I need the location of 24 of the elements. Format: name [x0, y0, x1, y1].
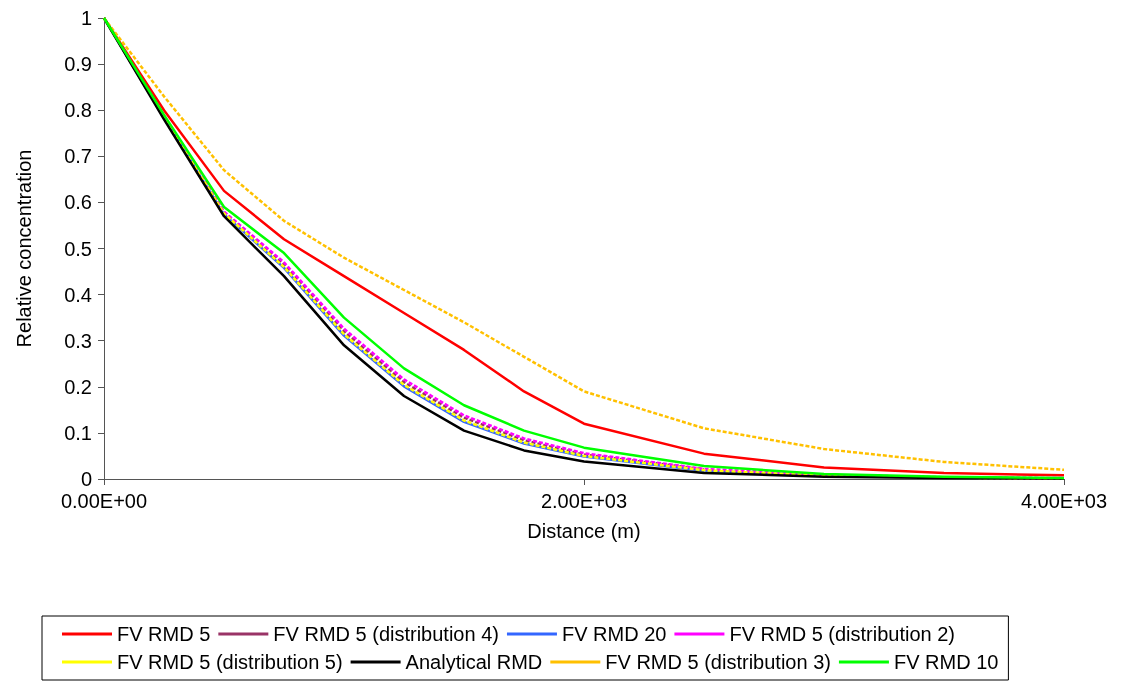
- y-axis-title: Relative concentration: [13, 149, 35, 348]
- x-tick-label: 2.00E+03: [540, 490, 628, 512]
- x-tick-label: 0.00E+00: [60, 490, 148, 512]
- legend-label: FV RMD 5: [117, 623, 211, 645]
- y-tick-label: 0.7: [64, 145, 92, 168]
- y-tick-label: 0.2: [64, 375, 92, 398]
- x-axis-title: Distance (m): [527, 520, 641, 542]
- y-tick-label: 0.3: [64, 329, 92, 352]
- y-tick-label: 0.6: [64, 191, 92, 214]
- legend-label: FV RMD 5 (distribution 5): [117, 651, 343, 673]
- y-tick-label: 0.8: [64, 99, 92, 122]
- y-tick-label: 1: [80, 7, 92, 29]
- y-tick-label: 0.9: [64, 53, 92, 76]
- legend-label: FV RMD 5 (distribution 3): [605, 651, 831, 673]
- legend-label: FV RMD 5 (distribution 2): [729, 623, 956, 645]
- x-tick-label: 4.00E+03: [1020, 490, 1108, 512]
- legend-label: Analytical RMD: [405, 651, 543, 673]
- legend-label: FV RMD 20: [561, 623, 667, 645]
- y-tick-label: 0: [80, 468, 92, 490]
- y-tick-label: 0.5: [64, 237, 92, 260]
- legend-label: FV RMD 5 (distribution 4): [273, 623, 499, 645]
- y-tick-label: 0.1: [64, 421, 92, 444]
- y-tick-label: 0.4: [64, 283, 92, 306]
- legend-label: FV RMD 10: [893, 651, 999, 673]
